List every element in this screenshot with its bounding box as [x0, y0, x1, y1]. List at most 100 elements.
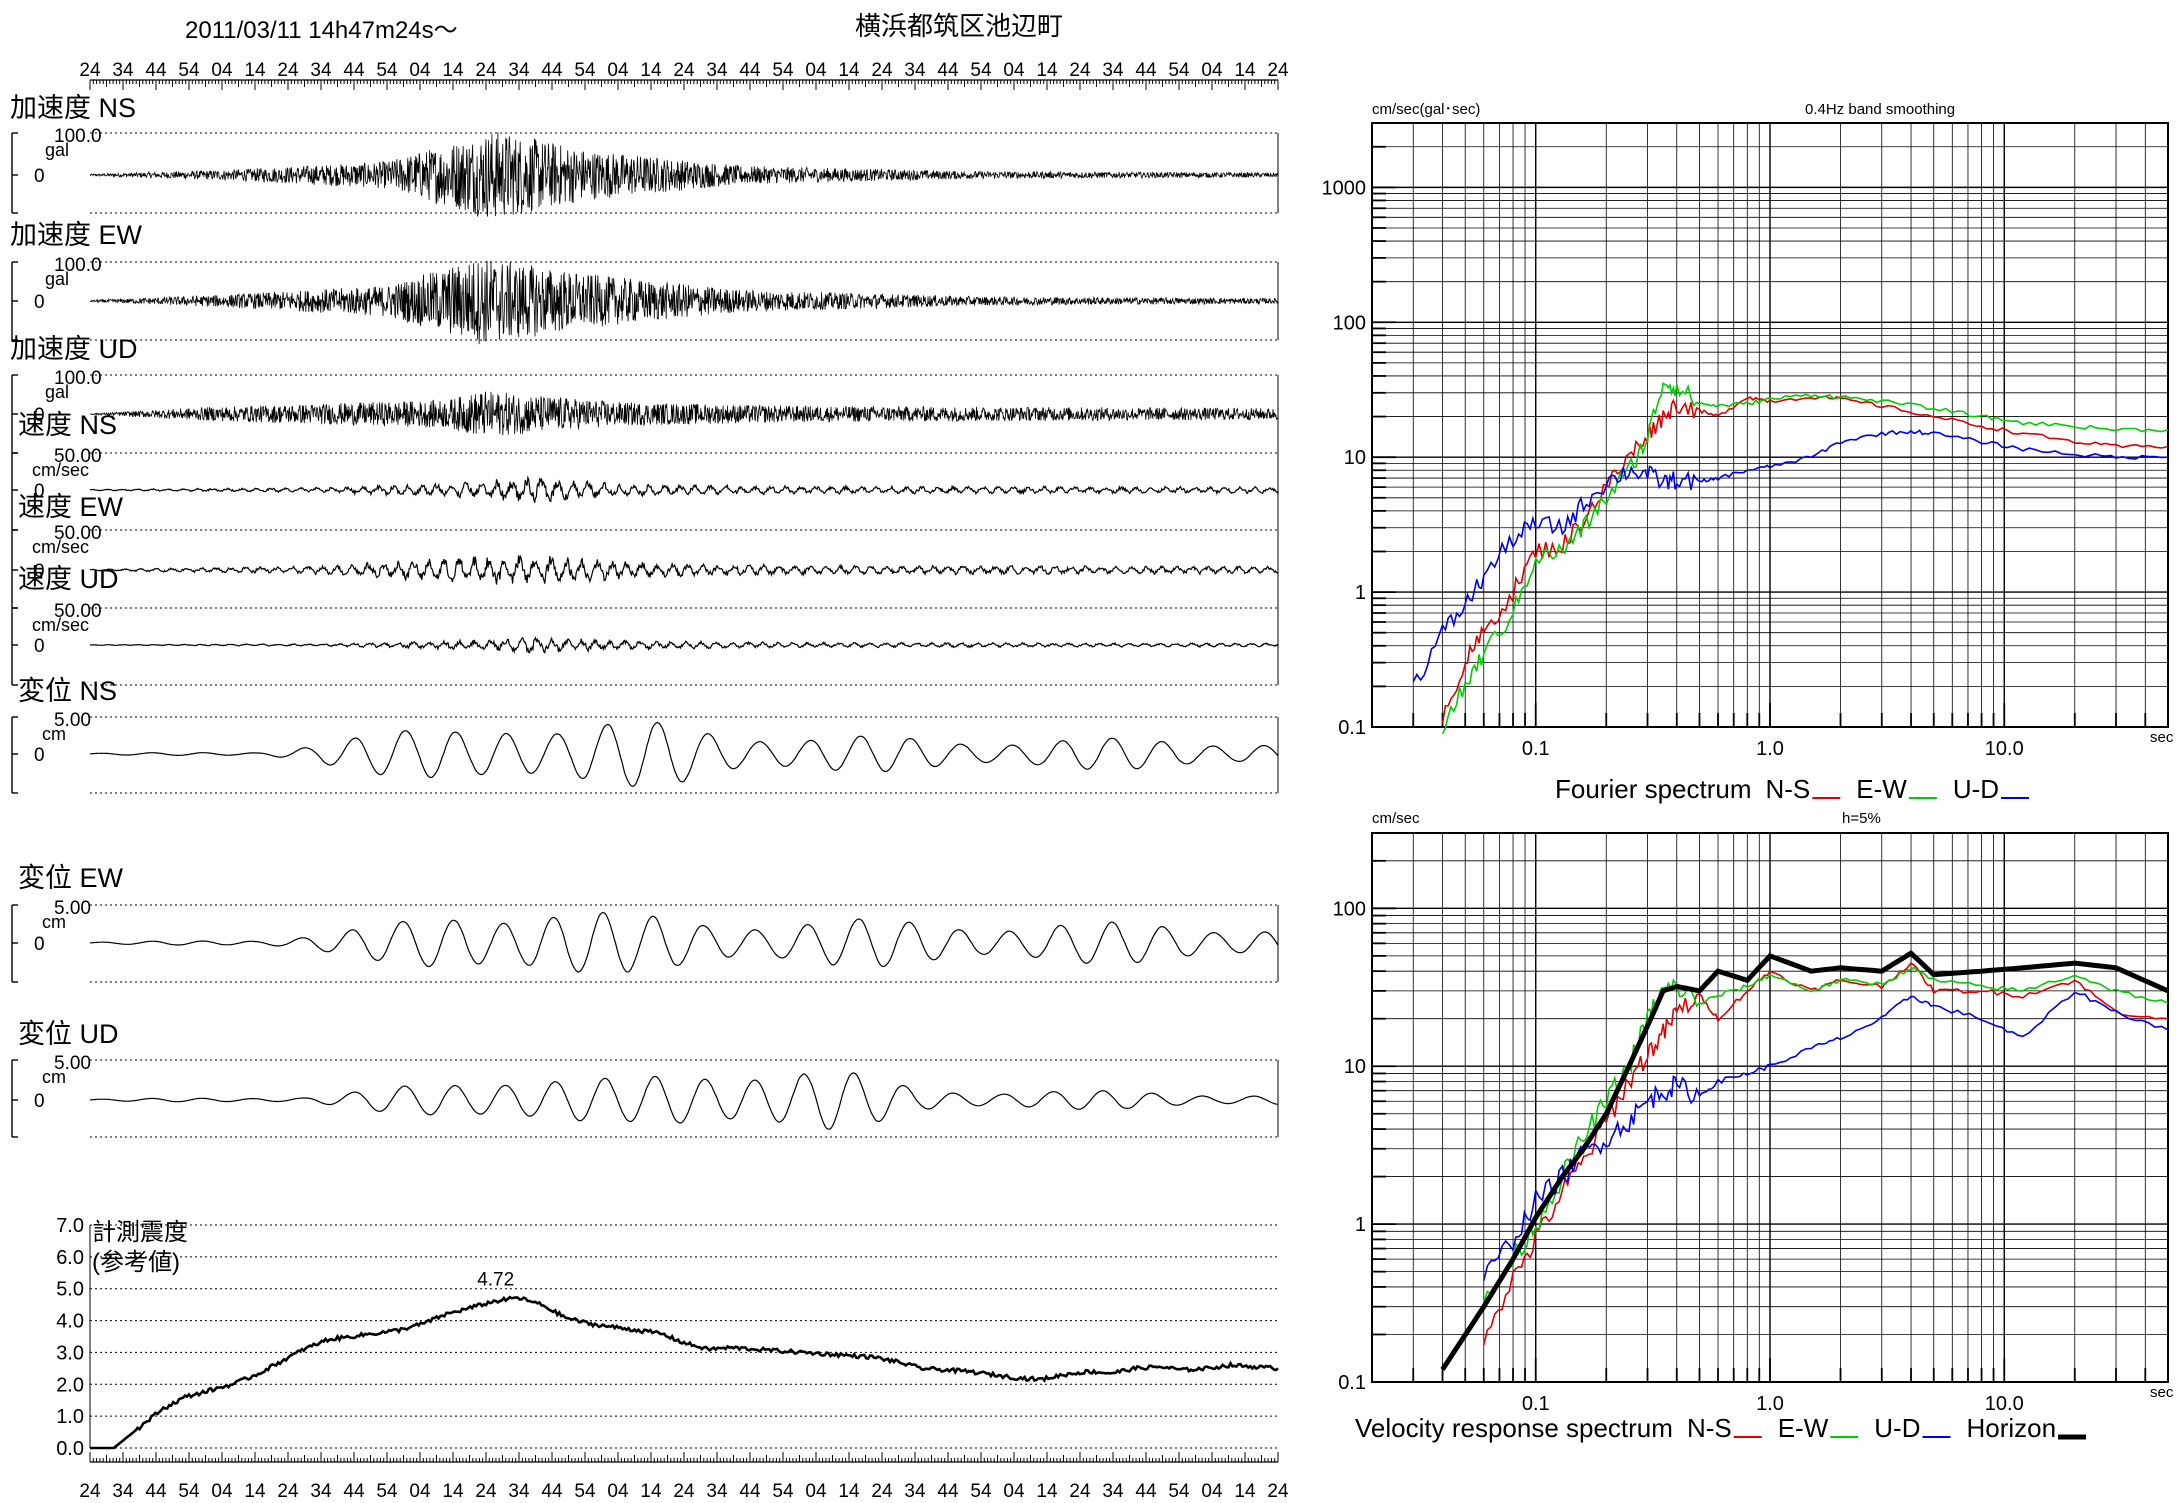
spectrum-line-n-s — [1441, 395, 2169, 724]
top-time-label: 24 — [475, 60, 497, 81]
legend-entry-u-d: U-D — [1953, 774, 1999, 804]
waveform-unit: cm — [42, 912, 66, 932]
bottom-time-label: 34 — [904, 1481, 926, 1502]
bottom-time-label: 24 — [1267, 1481, 1289, 1502]
bottom-time-label: 54 — [1168, 1481, 1190, 1502]
bottom-time-axis: 24 34 44 54 04 14 24 34 44 54 04 14 24 34 44 54 04 14 24 34… — [79, 1452, 1289, 1502]
waveform-scale-value: 100.0 — [54, 368, 102, 389]
waveform-scale-value: 5.00 — [54, 1053, 91, 1074]
top-time-label: 24 — [1069, 60, 1091, 81]
bottom-time-label: 54 — [178, 1481, 200, 1502]
bottom-time-label: 14 — [1036, 1481, 1058, 1502]
waveform-unit: cm — [42, 1067, 66, 1087]
top-time-label: 34 — [1102, 60, 1124, 81]
bottom-time-label: 24 — [871, 1481, 893, 1502]
top-time-axis: 24 34 44 54 04 14 24 34 44 54 04 14 24 34 44 54 04 14 24 34… — [79, 60, 1289, 90]
waveform-label: 速度 NS — [18, 410, 117, 440]
top-time-label: 24 — [277, 60, 299, 81]
x-tick-label: 1.0 — [1756, 1393, 1784, 1415]
bottom-time-label: 34 — [112, 1481, 134, 1502]
bottom-time-label: 44 — [1135, 1481, 1157, 1502]
top-time-label: 44 — [1135, 60, 1157, 81]
bottom-time-label: 04 — [607, 1481, 629, 1502]
y-tick-label: 1 — [1355, 1214, 1366, 1236]
intensity-tick-label: 2.0 — [56, 1374, 84, 1396]
bottom-time-label: 04 — [211, 1481, 233, 1502]
waveform-scale-value: 100.0 — [54, 255, 102, 276]
waveform-zero-label: 0 — [34, 1091, 45, 1112]
y-tick-label: 1 — [1355, 582, 1366, 604]
spectrum-line-horizon — [1440, 950, 2170, 1371]
station-name: 横浜都筑区池辺町 — [855, 11, 1063, 41]
waveform-trace — [89, 475, 1279, 503]
top-time-label: 54 — [1168, 60, 1190, 81]
waveform-label: 変位 EW — [18, 863, 124, 893]
top-time-label: 44 — [145, 60, 167, 81]
intensity-tick-label: 3.0 — [56, 1342, 84, 1364]
bottom-time-label: 44 — [145, 1481, 167, 1502]
bottom-time-label: 04 — [1201, 1481, 1223, 1502]
top-time-label: 24 — [1267, 60, 1289, 81]
bottom-time-label: 24 — [475, 1481, 497, 1502]
fourier-spectrum-panel: cm/sec(gal･sec) 0.4Hz band smoothing sec… — [1322, 101, 2174, 804]
top-time-label: 14 — [1036, 60, 1058, 81]
y-tick-label: 0.1 — [1338, 717, 1366, 739]
waveform-trace — [89, 721, 1279, 787]
waveform-zero-label: 0 — [34, 636, 45, 657]
bottom-time-label: 34 — [706, 1481, 728, 1502]
waveform-trace — [89, 555, 1279, 585]
top-time-label: 54 — [574, 60, 596, 81]
top-time-label: 54 — [178, 60, 200, 81]
spectrum-line-u-d — [1483, 991, 2169, 1281]
bottom-time-label: 44 — [541, 1481, 563, 1502]
top-time-label: 44 — [343, 60, 365, 81]
y-tick-label: 10 — [1344, 447, 1366, 469]
waveform-trace — [89, 391, 1279, 436]
bottom-time-label: 34 — [1102, 1481, 1124, 1502]
waveform-unit: cm/sec — [32, 460, 89, 480]
bottom-time-label: 04 — [805, 1481, 827, 1502]
bottom-time-label: 54 — [970, 1481, 992, 1502]
fourier-ylabel: cm/sec(gal･sec) — [1372, 101, 1480, 118]
top-time-label: 54 — [970, 60, 992, 81]
waveform-trace — [89, 260, 1279, 345]
waveform-unit: cm — [42, 724, 66, 744]
bottom-time-label: 14 — [1234, 1481, 1256, 1502]
top-time-label: 44 — [739, 60, 761, 81]
bottom-time-label: 04 — [409, 1481, 431, 1502]
top-time-label: 34 — [112, 60, 134, 81]
velocity-x-unit: sec — [2150, 1384, 2174, 1401]
x-tick-label: 10.0 — [1985, 1393, 2024, 1415]
legend-caption: Velocity response spectrum — [1355, 1413, 1673, 1443]
waveform-zero-label: 0 — [34, 481, 45, 502]
bottom-time-label: 14 — [640, 1481, 662, 1502]
intensity-peak-label: 4.72 — [477, 1270, 514, 1291]
bottom-time-label: 24 — [79, 1481, 101, 1502]
legend-entry-e-w: E-W — [1778, 1413, 1829, 1443]
bottom-time-label: 34 — [508, 1481, 530, 1502]
intensity-panel: 計測震度 (参考値) 0.0 1.0 2.0 3.0 4.0 5.0 6.0 7.0 4.72 — [56, 1215, 1279, 1460]
intensity-tick-label: 0.0 — [56, 1438, 84, 1460]
fourier-x-unit: sec — [2150, 729, 2174, 746]
waveform-label: 変位 UD — [18, 1019, 119, 1049]
top-time-label: 24 — [871, 60, 893, 81]
bottom-time-label: 44 — [343, 1481, 365, 1502]
x-tick-label: 1.0 — [1756, 738, 1784, 760]
waveform-zero-label: 0 — [34, 561, 45, 582]
top-time-label: 24 — [79, 60, 101, 81]
x-tick-label: 10.0 — [1985, 738, 2024, 760]
intensity-tick-label: 5.0 — [56, 1279, 84, 1301]
header: 2011/03/11 14h47m24s〜 横浜都筑区池辺町 — [185, 11, 1063, 44]
waveform-unit: gal — [45, 269, 69, 289]
datetime-label: 2011/03/11 14h47m24s〜 — [185, 17, 458, 44]
waveform-label: 速度 EW — [18, 492, 124, 522]
top-time-label: 14 — [838, 60, 860, 81]
fourier-title: 0.4Hz band smoothing — [1805, 101, 1955, 118]
waveform-label: 加速度 EW — [10, 220, 143, 250]
waveform-trace — [89, 1072, 1279, 1130]
